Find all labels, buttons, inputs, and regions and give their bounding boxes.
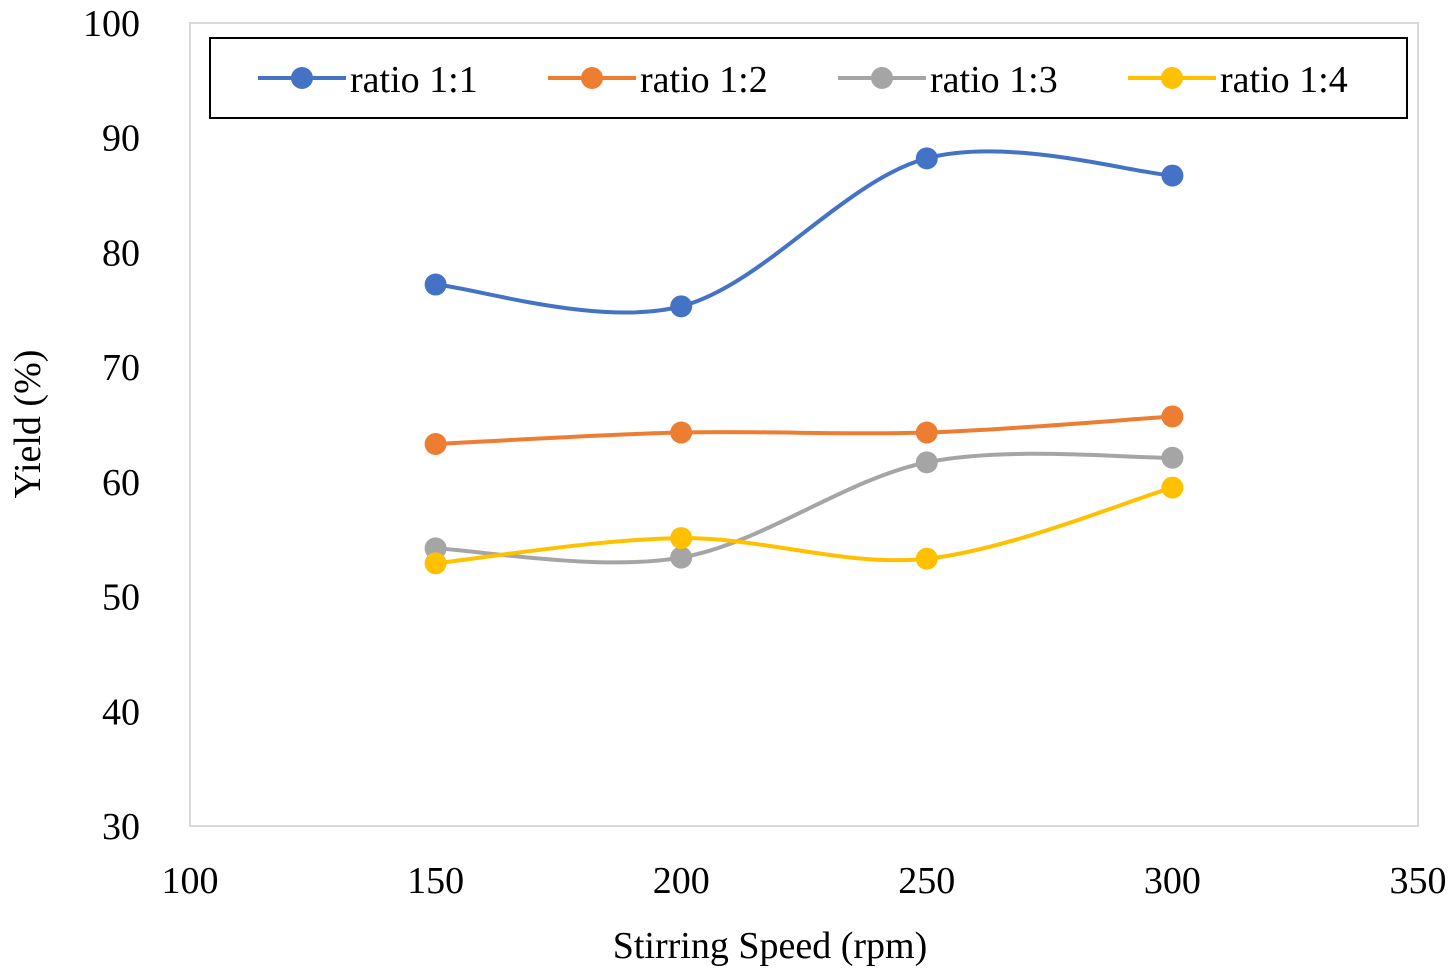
- legend-marker: [581, 67, 603, 89]
- y-tick-label: 50: [102, 577, 140, 619]
- data-point: [1161, 476, 1184, 499]
- plot-area: [189, 22, 1419, 827]
- data-point: [915, 147, 938, 170]
- data-point: [670, 546, 693, 569]
- x-axis-label: Stirring Speed (rpm): [613, 925, 928, 967]
- data-point: [670, 421, 693, 444]
- series-line-1: [435, 149, 1173, 315]
- data-point: [915, 421, 938, 444]
- y-tick-label: 90: [102, 118, 140, 160]
- data-point: [915, 451, 938, 474]
- data-point: [424, 273, 447, 296]
- data-point: [1161, 164, 1184, 187]
- y-tick-label: 30: [102, 806, 140, 848]
- series-line-2: [435, 414, 1173, 446]
- x-tick-label: 350: [1390, 860, 1447, 902]
- y-tick-label: 40: [102, 691, 140, 733]
- data-point: [424, 433, 447, 456]
- data-point: [1161, 405, 1184, 428]
- data-point: [670, 295, 693, 318]
- data-point: [670, 527, 693, 550]
- x-tick-label: 150: [407, 860, 464, 902]
- y-tick-label: 100: [83, 3, 140, 45]
- y-tick-label: 70: [102, 347, 140, 389]
- data-point: [915, 547, 938, 570]
- legend-label: ratio 1:4: [1220, 59, 1348, 101]
- series-line-4: [435, 485, 1173, 566]
- legend: ratio 1:1 ratio 1:2 ratio 1:3 ratio 1:4: [209, 37, 1408, 119]
- legend-label: ratio 1:3: [930, 59, 1058, 101]
- legend-marker: [291, 67, 313, 89]
- x-tick-label: 250: [898, 860, 955, 902]
- legend-marker: [871, 67, 893, 89]
- data-point: [424, 552, 447, 575]
- x-tick-label: 300: [1144, 860, 1201, 902]
- series-line-3: [435, 451, 1173, 565]
- x-tick-label: 100: [162, 860, 219, 902]
- legend-label: ratio 1:2: [640, 59, 768, 101]
- y-tick-label: 80: [102, 232, 140, 274]
- legend-marker: [1161, 67, 1183, 89]
- data-point: [1161, 446, 1184, 469]
- y-tick-label: 60: [102, 462, 140, 504]
- x-tick-label: 200: [653, 860, 710, 902]
- y-axis-label: Yield (%): [7, 350, 49, 499]
- legend-label: ratio 1:1: [350, 59, 478, 101]
